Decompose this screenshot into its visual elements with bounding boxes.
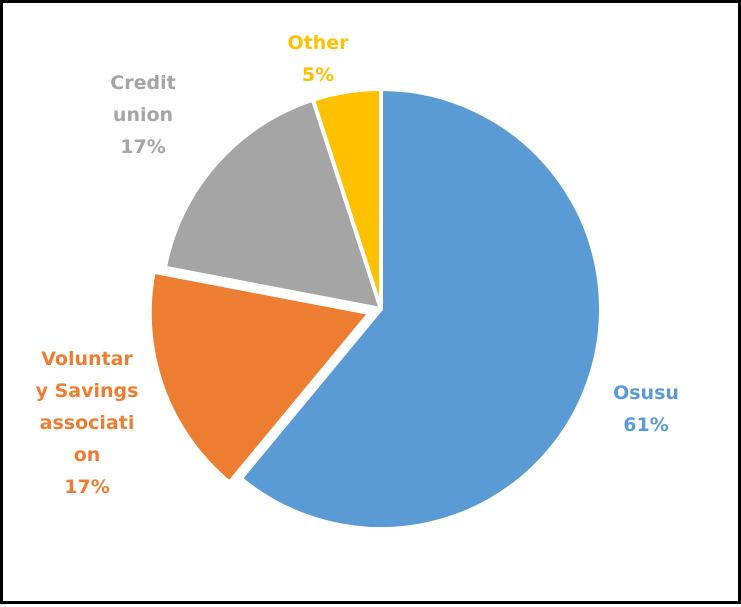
slice-label-0: Osusu 61% [613,382,679,436]
slice-label-line-1-2: associati [40,412,135,434]
pie-slices [147,87,603,531]
pie-slice-2 [162,97,383,311]
slice-label-line-2-0: Credit [110,72,175,94]
slice-label-line-1-0: Voluntar [41,348,133,370]
slice-label-1: Voluntar y Savings associati on 17% [36,348,139,498]
pie-slice-3 [311,87,383,311]
slice-percent-1: 17% [64,476,109,498]
pie-slice-0 [238,87,603,531]
slice-label-line-2-1: union [113,104,173,126]
pie-chart: Osusu 61%Voluntar y Savings associati on 17%C… [36,32,679,531]
slice-label-line-1-3: on [74,444,101,466]
slice-percent-0: 61% [623,414,668,436]
slice-label-line-1-1: y Savings [36,380,139,402]
slice-label-line-3-0: Other [287,32,349,54]
slice-percent-2: 17% [120,136,165,158]
slice-label-line-0-0: Osusu [613,382,679,404]
pie-labels: Osusu 61%Voluntar y Savings associati on 17%C… [36,32,679,498]
slice-percent-3: 5% [302,64,334,86]
slice-label-3: Other 5% [287,32,349,86]
slice-label-2: Credit union 17% [110,72,175,158]
pie-slice-1 [147,269,372,485]
